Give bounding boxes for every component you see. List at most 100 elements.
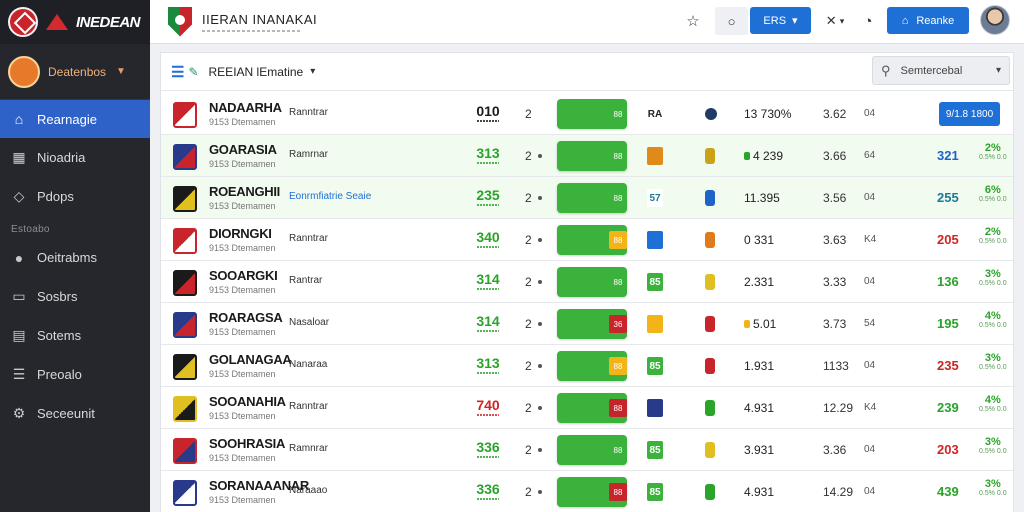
chevron-down-icon[interactable]: ▾ [310, 66, 316, 77]
points-value: 313 [475, 356, 501, 374]
gear-icon: ⚙ [12, 405, 26, 421]
sidebar-item-label: Sosbrs [37, 289, 78, 304]
score-value: 195 [937, 316, 959, 331]
team-crest-icon [173, 228, 197, 254]
sidebar-item-6[interactable]: ☰ Preoalo [0, 355, 150, 394]
percent-value: 4% 0.5% 0.0 [979, 394, 1007, 414]
sidebar-item-0[interactable]: ⌂ Rearnagie [0, 100, 150, 138]
stat-value-text: 4 239 [753, 149, 784, 163]
team-type: Ranntrar [289, 401, 328, 412]
brand[interactable]: INEDEAN [0, 0, 150, 44]
rank-value: 2 [525, 149, 542, 163]
ratio-value: 3.62 [823, 107, 847, 121]
team-name[interactable]: GOARASIA [209, 142, 277, 157]
team-name[interactable]: SORANAAANAR [209, 478, 309, 493]
team-subtitle: 9153 Dtemamen [209, 243, 276, 253]
brand-logo-icon [8, 7, 38, 37]
language-button[interactable]: ERS ▾ [750, 7, 811, 34]
team-type[interactable]: Eonrmfiatrie Seaie [289, 191, 372, 202]
points-text: 235 [476, 187, 500, 203]
rank-value: 2 [525, 107, 532, 121]
team-type: Ramnrar [289, 443, 328, 454]
sidebar-item-label: Pdops [37, 189, 74, 204]
sidebar-item-5[interactable]: ▤ Sotems [0, 316, 150, 355]
team-name[interactable]: DIORNGKI [209, 226, 272, 241]
rank-text: 2 [525, 485, 532, 499]
team-name[interactable]: SOOARGKI [209, 268, 278, 283]
bar-tag: 88 [609, 483, 627, 501]
team-name[interactable]: ROEANGHII [209, 184, 280, 199]
cta-button[interactable]: ⌂ Reanke [887, 7, 969, 34]
table-row[interactable]: GOARASIA 9153 Dtemamen Ramrnar 313 2 88 4 239 3… [161, 135, 1013, 177]
rank-value: 2 [525, 401, 542, 415]
percent-text: 4% [984, 394, 1001, 406]
rank-text: 2 [525, 317, 532, 331]
stat-dot-icon [744, 320, 750, 328]
table-row[interactable]: GOLANAGAA 9153 Dtemamen Nanaraa 313 2 88 85 1.9… [161, 345, 1013, 387]
stat-value: 11.395 [744, 191, 780, 205]
table-row[interactable]: ROARAGSA 9153 Dtemamen Nasaloar 314 2 36 5.01 3… [161, 303, 1013, 345]
points-text: 010 [476, 103, 500, 119]
percent-value: 6% 0.5% 0.0 [979, 184, 1007, 204]
score-value: 439 [937, 484, 959, 499]
menu-icon[interactable]: ☰ [171, 63, 185, 81]
unit-label: 04 [864, 108, 876, 119]
search-button[interactable]: ○ [715, 7, 748, 35]
team-name[interactable]: GOLANAGAA [209, 352, 292, 367]
team-crest-icon [173, 480, 197, 506]
score-value: 239 [937, 400, 959, 415]
club-select[interactable]: Deatenbos ▼ [0, 44, 150, 100]
view-select-label[interactable]: REEIAN lEmatine [208, 64, 304, 79]
row-action-button[interactable]: 9/1.8 1800 [939, 102, 1000, 126]
club-crest-icon [168, 7, 192, 37]
edit-icon[interactable]: ✎ [188, 64, 199, 79]
list-icon: ☰ [12, 366, 26, 382]
team-name[interactable]: NADAARHA [209, 100, 282, 115]
sidebar-item-3[interactable]: ● Oeitrabms [0, 238, 150, 277]
filter-select[interactable]: ⚲ Semtercebal ▾ [872, 56, 1010, 85]
tools-button[interactable]: ✕ ▾ [820, 9, 850, 33]
table-row[interactable]: ROEANGHII 9153 Dtemamen Eonrmfiatrie Seaie… [161, 177, 1013, 219]
table-row[interactable]: SOOHRASIA 9153 Dtemamen Ramnrar 336 2 88 85 3.9… [161, 429, 1013, 471]
status-indicator-icon [705, 190, 715, 206]
table-row[interactable]: NADAARHA 9153 Dtemamen Ranntrar 010 2 88 RA 13 … [161, 93, 1013, 135]
team-subtitle: 9153 Dtemamen [209, 411, 276, 421]
stat-value: 4.931 [744, 485, 774, 499]
percent-value: 3% 0.5% 0.0 [979, 268, 1007, 288]
sidebar-item-4[interactable]: ▭ Sosbrs [0, 277, 150, 316]
table-row[interactable]: SOOANAHIA 9153 Dtemamen Ranntrar 740 2 88 4.93… [161, 387, 1013, 429]
user-avatar[interactable] [980, 5, 1010, 35]
team-name[interactable]: SOOANAHIA [209, 394, 286, 409]
tools-icon: ✕ [825, 13, 837, 28]
standings-panel: ☰ ✎ REEIAN lEmatine ▾ ⚲ Semtercebal ▾ NA… [160, 52, 1014, 512]
rank-value: 2 [525, 443, 542, 457]
title-wrap: IIERAN INANAKAI [202, 12, 317, 32]
clock-icon[interactable]: ◔ [863, 12, 873, 30]
percent-subtext: 0.5% 0.0 [979, 154, 1007, 162]
sidebar-item-1[interactable]: ▦ Nioadria [0, 138, 150, 177]
team-name[interactable]: ROARAGSA [209, 310, 283, 325]
sidebar-item-7[interactable]: ⚙ Seceeunit [0, 394, 150, 433]
bar-tag: 88 [609, 399, 627, 417]
team-crest-icon [173, 144, 197, 170]
sidebar-section-label: Estoabo [11, 224, 50, 235]
percent-subtext: 0.5% 0.0 [979, 238, 1007, 246]
points-value: 010 [475, 104, 501, 122]
points-text: 313 [476, 145, 500, 161]
sidebar-item-2[interactable]: ◇ Pdops [0, 177, 150, 216]
stat-value-text: 0 331 [744, 233, 775, 247]
table-row[interactable]: SOOARGKI 9153 Dtemamen Rantrar 314 2 88 85 2.33… [161, 261, 1013, 303]
house-icon: ⌂ [901, 14, 909, 27]
title-underline [202, 29, 302, 32]
star-icon[interactable]: ☆ [686, 13, 700, 30]
table-row[interactable]: DIORNGKI 9153 Dtemamen Ranntrar 340 2 88 0 331… [161, 219, 1013, 261]
filter-select-label: Semtercebal [900, 64, 963, 77]
building-icon: ▦ [12, 149, 26, 165]
rank-dot-icon [537, 238, 542, 242]
ratio-value: 3.56 [823, 191, 847, 205]
points-underline [477, 120, 499, 122]
table-row[interactable]: SORANAAANAR 9153 Dtemamen Naraaao 336 2 88 85 4… [161, 471, 1013, 512]
team-name[interactable]: SOOHRASIA [209, 436, 286, 451]
team-subtitle: 9153 Dtemamen [209, 327, 276, 337]
rank-dot-icon [537, 364, 542, 368]
